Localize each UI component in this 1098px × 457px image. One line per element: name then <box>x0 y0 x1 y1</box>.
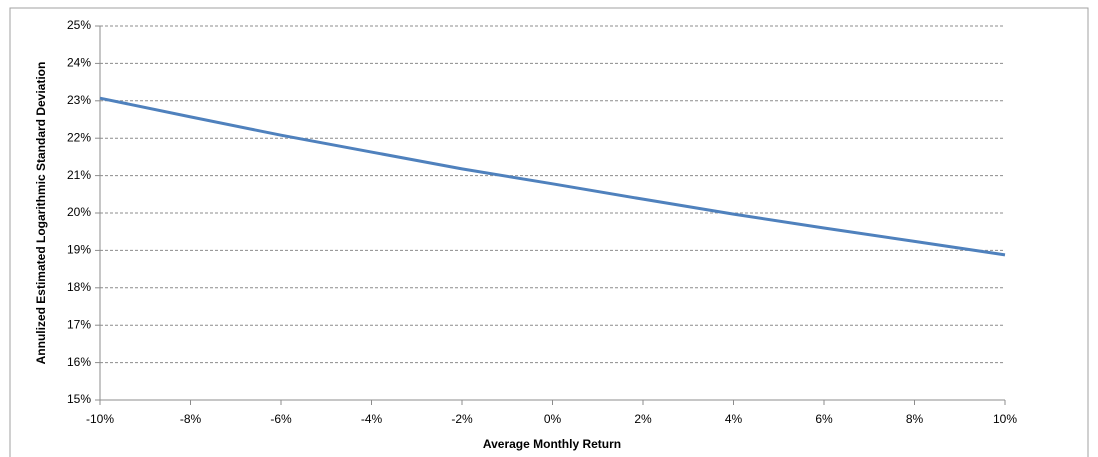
x-tick-label: 6% <box>815 412 833 426</box>
y-axis-title: Annulized Estimated Logarithmic Standard… <box>34 62 48 365</box>
x-tick-label: 10% <box>993 412 1017 426</box>
y-tick-label: 15% <box>67 392 91 406</box>
chart-border <box>9 7 1089 457</box>
x-tick-label: -4% <box>361 412 383 426</box>
y-tick-label: 17% <box>67 317 91 331</box>
x-axis-title: Average Monthly Return <box>483 437 621 451</box>
x-tick-label: -2% <box>451 412 473 426</box>
x-tick-label: 8% <box>906 412 924 426</box>
y-tick-label: 24% <box>67 56 91 70</box>
x-tick-label: -6% <box>270 412 292 426</box>
y-tick-label: 20% <box>67 205 91 219</box>
y-tick-label: 22% <box>67 130 91 144</box>
y-tick-label: 16% <box>67 355 91 369</box>
x-tick-label: 0% <box>544 412 562 426</box>
data-line <box>99 96 1006 257</box>
x-tick-label: 2% <box>634 412 652 426</box>
x-tick-label: 4% <box>725 412 743 426</box>
y-tick-label: 21% <box>67 168 91 182</box>
y-tick-label: 23% <box>67 93 91 107</box>
y-tick-label: 19% <box>67 243 91 257</box>
y-tick-label: 25% <box>67 18 91 32</box>
x-tick-label: -10% <box>86 412 114 426</box>
y-tick-label: 18% <box>67 280 91 294</box>
x-tick-label: -8% <box>180 412 202 426</box>
